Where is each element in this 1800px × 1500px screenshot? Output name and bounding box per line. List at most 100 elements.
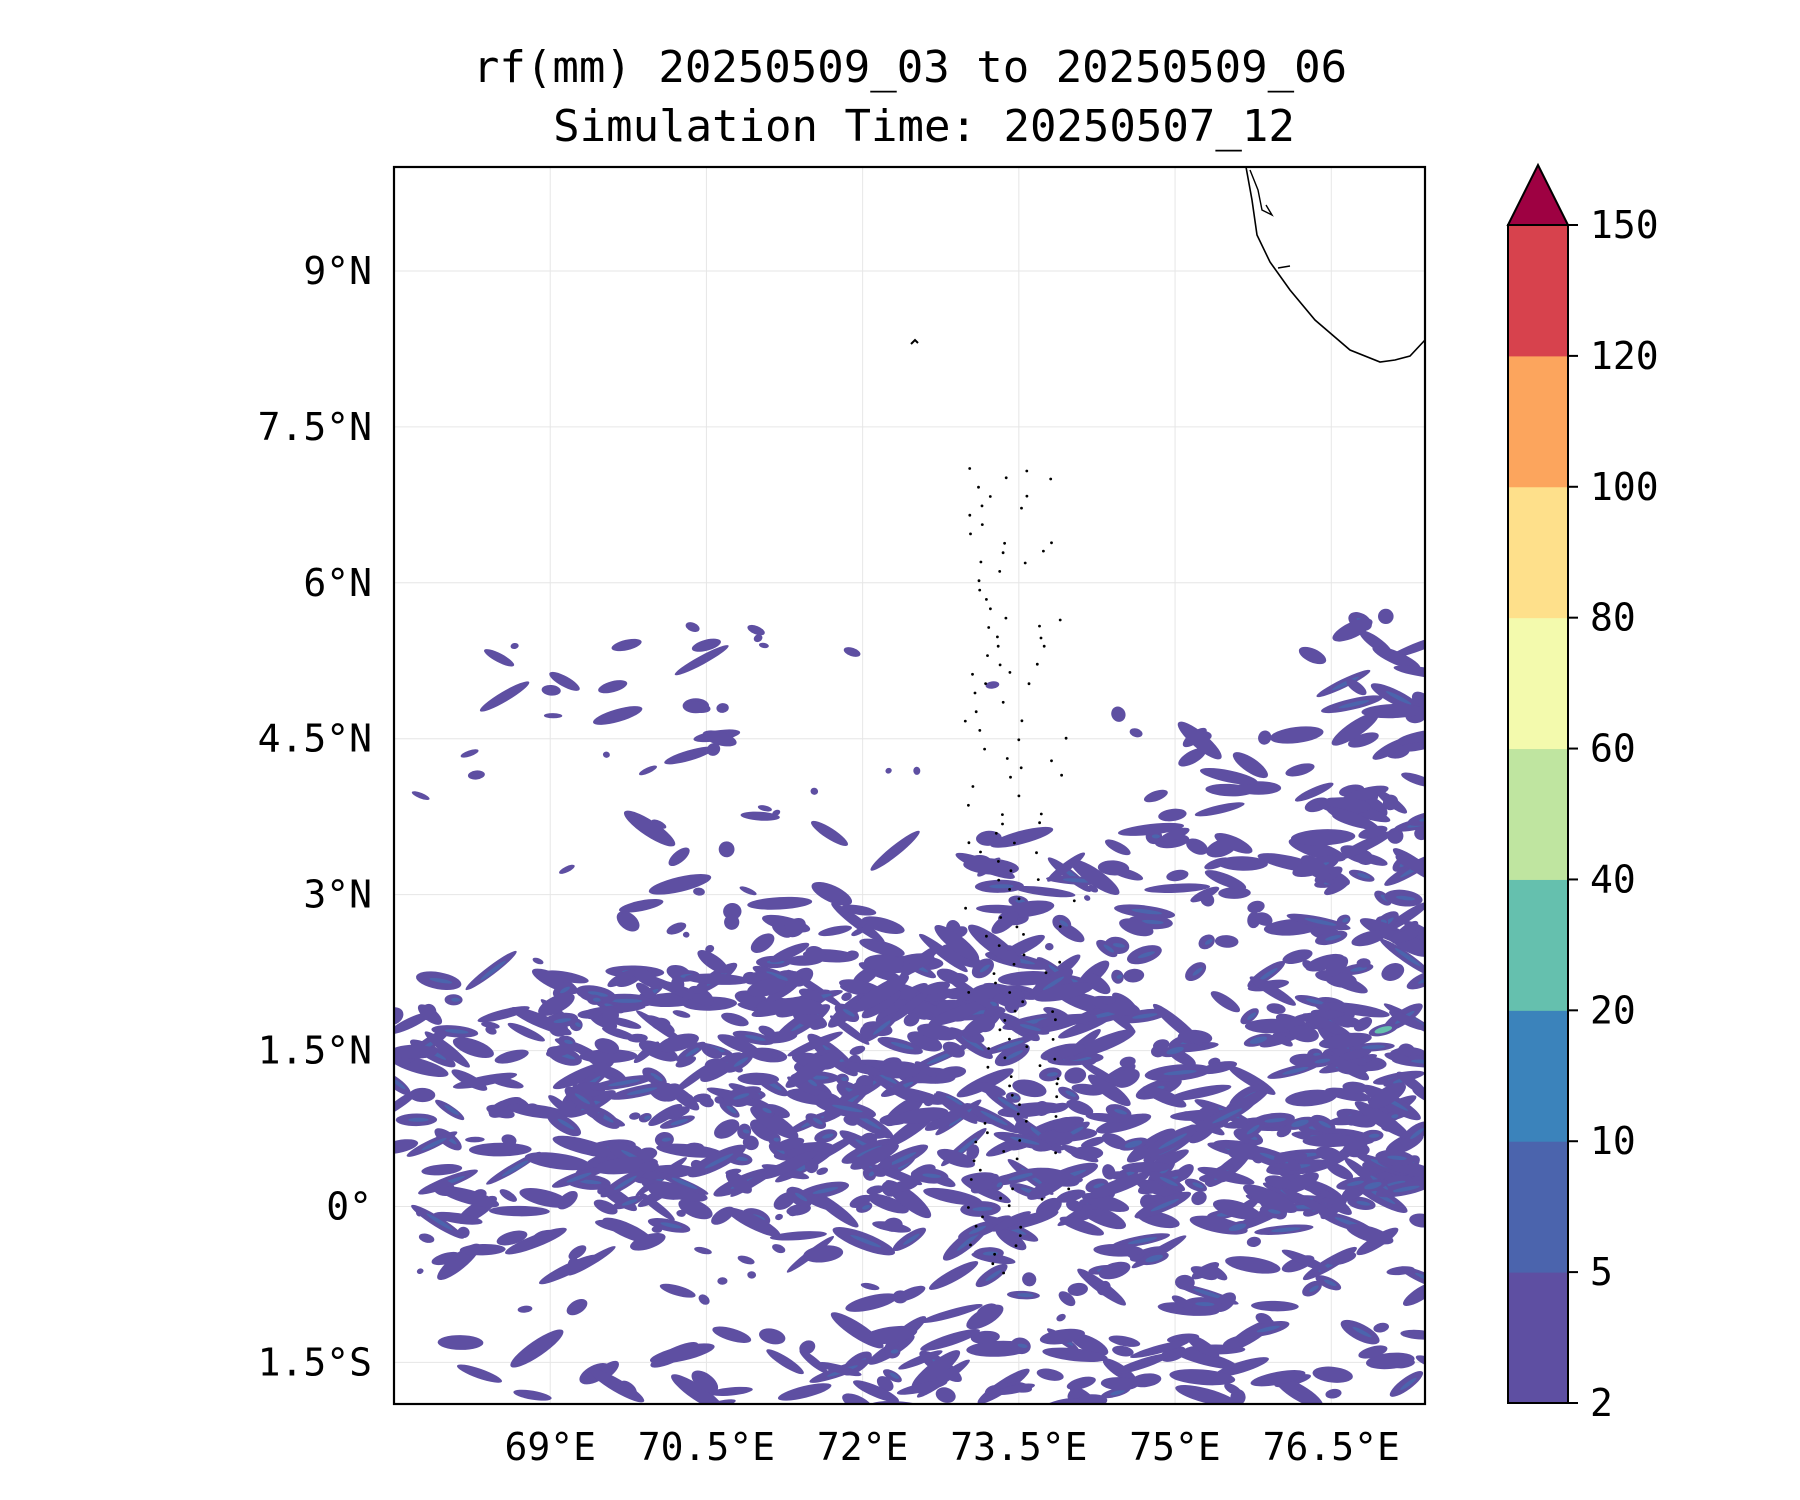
rain-cell [394,1007,404,1026]
rain-cell-core [980,1110,1008,1126]
rain-cell [674,1061,717,1093]
rain-cell-core [1005,1050,1023,1060]
rain-cell [737,1072,780,1086]
rain-cell [1389,1010,1425,1031]
rain-cell [995,1227,1027,1251]
rain-cell [1325,955,1349,977]
colorbar-segment [1508,748,1568,880]
rain-cell-core [1350,966,1367,972]
rain-cell [809,1134,858,1164]
rain-cell [853,974,910,1012]
rain-cell [818,925,852,937]
rain-cell [766,977,802,1003]
rain-cell-core [1019,1024,1041,1031]
rain-cell [1014,1118,1031,1135]
rain-cell [950,972,969,983]
rain-cell-core [575,1022,582,1028]
rain-cell [758,1025,776,1038]
rain-cell [1365,1352,1415,1370]
rain-cell-core [587,991,608,997]
rain-cell-core [1093,1183,1105,1189]
rain-cell [394,1044,438,1059]
rain-cell-core [685,1046,701,1057]
rain-cell-core [972,1206,993,1212]
island-dot [967,841,971,845]
rain-cell-core [611,998,643,1003]
rain-cell-core [1400,1377,1417,1391]
rain-cell [966,1304,1004,1330]
rain-cell [970,1173,999,1194]
rain-cell [1098,1261,1131,1280]
rain-cell [1294,782,1334,802]
island-dot [1042,549,1045,553]
rain-cell [607,969,636,988]
island-dot [1049,477,1053,481]
rain-speck [1088,884,1099,893]
rain-cell-core [1046,1072,1058,1077]
rain-cell [1034,1101,1050,1116]
rain-cell-core [890,1041,914,1050]
rain-cell [1399,1266,1425,1292]
rain-cell-core [979,964,990,973]
rain-cell [973,1081,1006,1097]
rain-speck [717,1277,728,1285]
rain-cell [941,944,982,968]
rain-cell [510,1329,564,1368]
rain-cell [724,914,740,930]
island-dot [1044,971,1048,975]
rain-cell [783,998,825,1015]
rain-cell-core [841,1076,848,1082]
rain-cell [1373,1322,1389,1333]
rain-cell [917,1023,959,1041]
rain-cell [1037,1398,1082,1404]
rain-cell [1328,1114,1370,1126]
rain-cell [923,1187,983,1206]
rain-cell [1022,1272,1037,1287]
rain-cell [1083,972,1111,995]
island-dot [1008,888,1011,891]
rain-cell [936,1148,976,1168]
rain-cell [777,1383,832,1401]
rain-cell-core [733,1093,750,1100]
chart-title: rf(mm) 20250509_03 to 20250509_06 [473,42,1347,93]
rain-cell [1177,721,1222,760]
rain-cell [439,1186,500,1208]
rain-cell-core [1314,1058,1331,1064]
rain-cell [838,979,882,995]
rain-cell [1401,772,1425,788]
island-dot [980,523,984,526]
rain-cell [1346,1224,1394,1245]
rain-cell [1305,953,1345,972]
rain-speck [602,751,610,758]
rain-cell-core [1346,1180,1364,1187]
rain-cell [1326,1162,1354,1180]
rain-cell-core [842,1008,855,1017]
rain-cell [830,1312,884,1349]
rain-cell-core [592,997,601,1002]
rain-speck [503,1137,516,1147]
rain-cell [494,1049,529,1064]
island-dot [1007,1204,1011,1208]
rain-cell [698,1294,710,1305]
rain-cell [880,1157,892,1170]
island-dot [1025,469,1029,473]
rain-cell [507,1022,545,1042]
rain-speck [851,927,866,937]
island-dot [964,906,967,910]
lon-tick-label: 75°E [1129,1425,1221,1469]
island-dot [1054,1115,1058,1118]
island-dot [1022,953,1026,957]
rain-cell [538,1254,597,1285]
rain-cell [883,1217,903,1232]
island-dot [986,1065,990,1069]
rain-cell-core [1008,1172,1036,1181]
island-dot [1001,700,1005,704]
rain-cell-core [1264,1117,1287,1123]
rain-cell [675,1056,697,1068]
rain-cell-core [1323,1279,1337,1287]
rain-cell-core [429,977,453,984]
rain-cell [701,1045,723,1059]
rain-cell [802,1194,842,1212]
rain-cell [1173,1348,1238,1370]
rain-cell-core [451,997,461,1002]
